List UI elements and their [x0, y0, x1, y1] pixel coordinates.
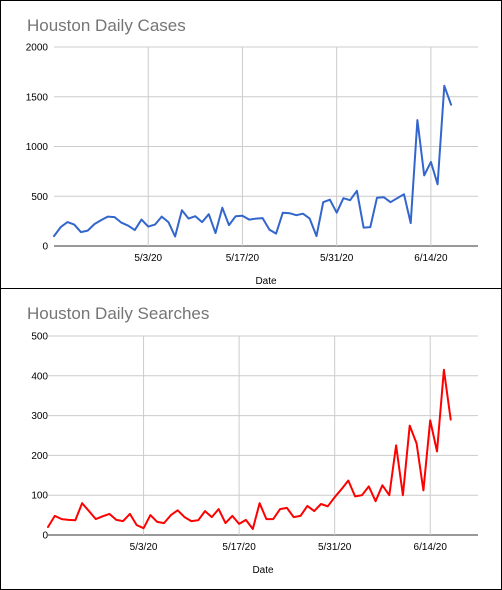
searches-y-ticks: 0 100 200 300 400 500	[31, 332, 48, 542]
searches-y-tick-label: 400	[31, 371, 48, 382]
searches-series	[47, 368, 452, 530]
cases-y-tick-label: 1500	[26, 92, 49, 103]
cases-x-ticks: 5/3/20 5/17/20 5/31/20 6/14/20	[134, 253, 448, 264]
searches-chart: 0 100 200 300 400 500 5/3/20 5/17/20 5/31/20 6/1…	[27, 304, 478, 576]
searches-x-tick-label: 5/17/20	[222, 542, 256, 553]
cases-y-ticks: 0 500 1000 1500 2000	[26, 43, 49, 253]
searches-x-tick-label: 5/3/20	[130, 542, 158, 553]
searches-x-ticks: 5/3/20 5/17/20 5/31/20 6/14/20	[130, 542, 448, 553]
cases-y-tick-label: 0	[42, 242, 48, 253]
cases-y-tick-label: 500	[31, 192, 48, 203]
searches-x-axis-label: Date	[252, 565, 274, 576]
cases-x-tick-label: 5/17/20	[226, 253, 260, 264]
searches-chart-title: Houston Daily Searches	[27, 304, 209, 323]
cases-gridlines	[54, 46, 478, 247]
cases-x-tick-label: 5/31/20	[320, 253, 354, 264]
searches-y-tick-label: 0	[42, 531, 48, 542]
cases-x-axis-label: Date	[255, 276, 277, 287]
cases-y-tick-label: 1000	[26, 142, 49, 153]
cases-x-tick-label: 6/14/20	[414, 253, 448, 264]
searches-y-tick-label: 300	[31, 411, 48, 422]
searches-series-line	[47, 368, 452, 530]
chart-divider	[0, 288, 502, 289]
cases-x-tick-label: 5/3/20	[134, 253, 162, 264]
cases-series	[53, 84, 453, 238]
cases-chart-title: Houston Daily Cases	[27, 16, 186, 35]
searches-y-tick-label: 200	[31, 451, 48, 462]
cases-chart: 0 500 1000 1500 2000 5/3/20 5/17/20 5/31/20 6/1…	[26, 16, 478, 287]
cases-y-tick-label: 2000	[26, 43, 49, 54]
searches-y-tick-label: 500	[31, 332, 48, 343]
searches-y-tick-label: 100	[31, 491, 48, 502]
searches-x-tick-label: 6/14/20	[414, 542, 448, 553]
searches-x-tick-label: 5/31/20	[318, 542, 352, 553]
cases-series-line	[53, 84, 453, 238]
